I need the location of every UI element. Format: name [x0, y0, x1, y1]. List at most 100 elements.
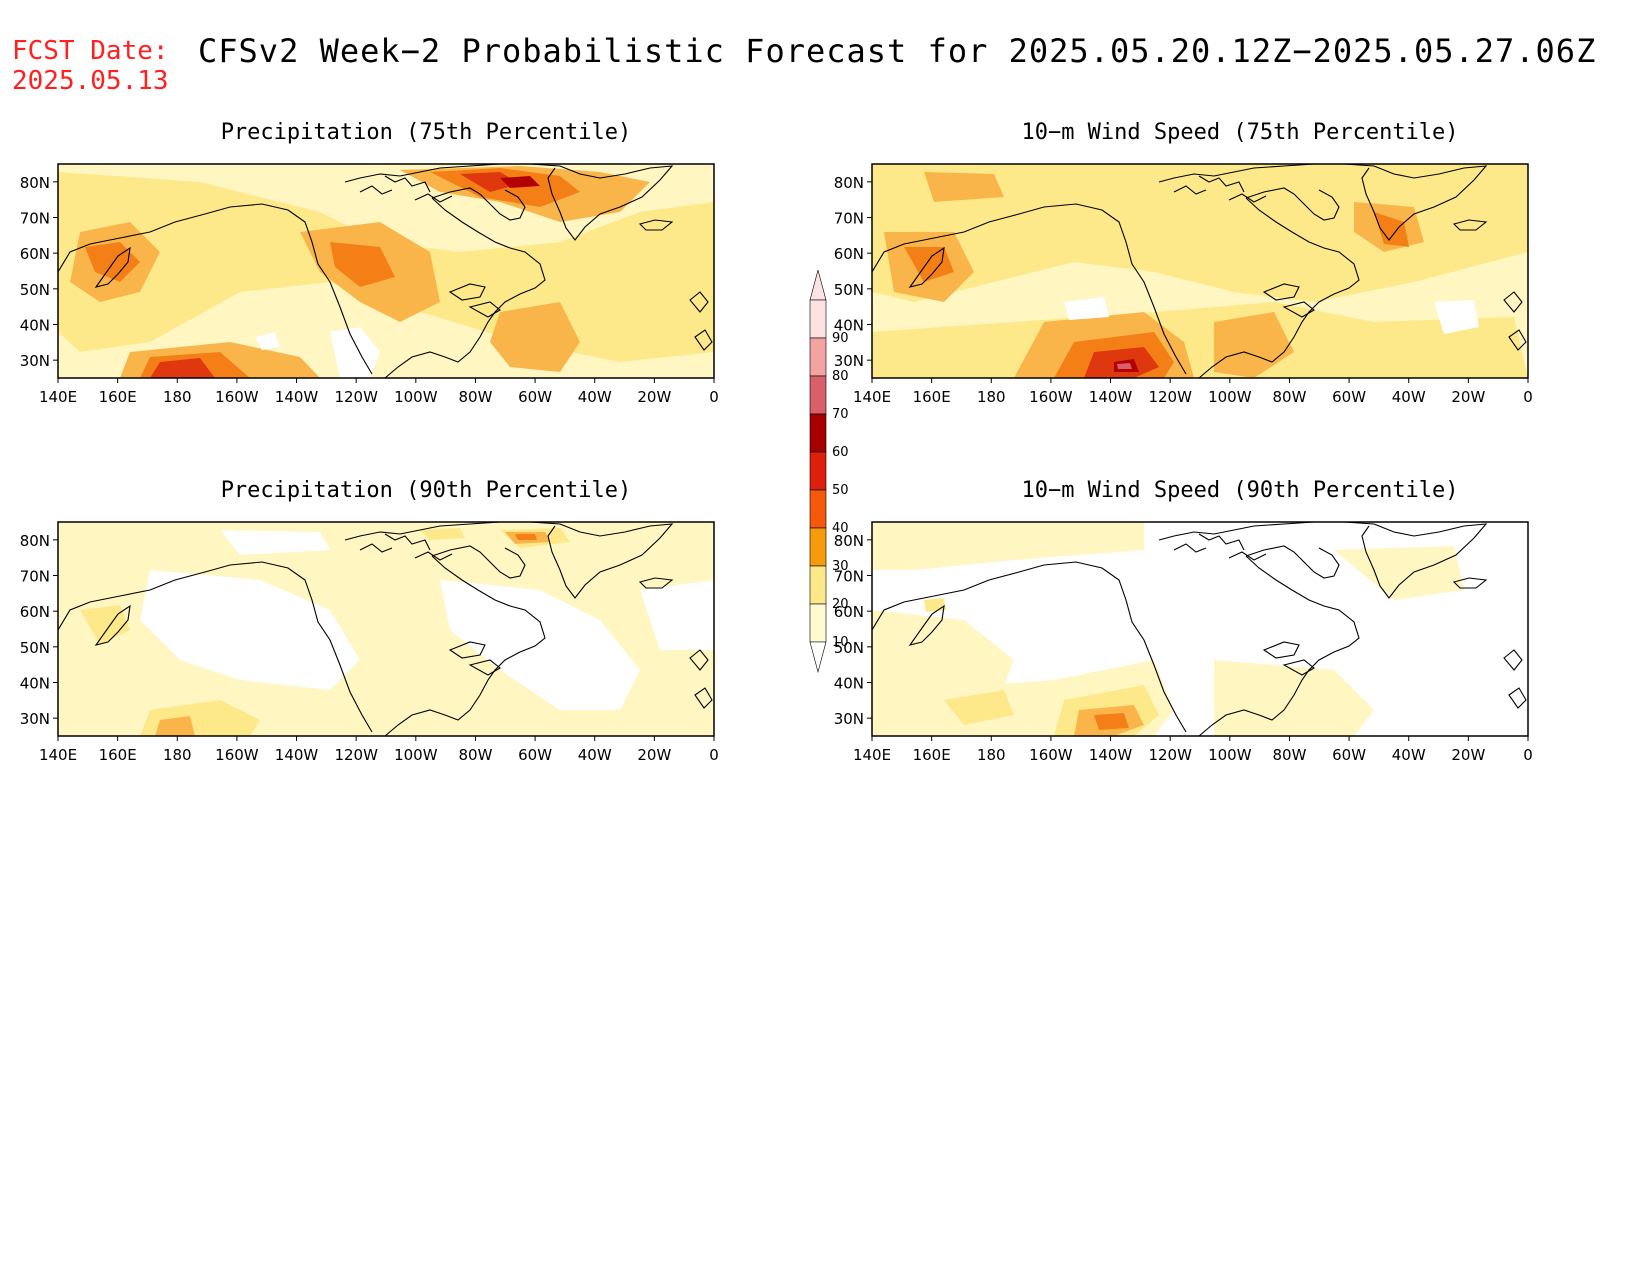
coastline [908, 246, 945, 288]
contour-region-c70 [1117, 363, 1132, 369]
lon-label: 100W [394, 746, 438, 764]
coastline [1452, 577, 1488, 589]
coastline [344, 522, 561, 541]
contour-region-c40 [515, 534, 537, 540]
lat-label: 60N [20, 603, 50, 621]
lon-label: 180 [163, 746, 192, 764]
contour-region-c10 [1334, 546, 1464, 600]
coastline [1361, 523, 1488, 599]
coastline [1262, 283, 1300, 301]
lat-label: 30N [20, 352, 50, 370]
main-title: CFSv2 Week−2 Probabilistic Forecast for … [198, 32, 1597, 70]
map-frame [871, 163, 1529, 379]
coastline [384, 533, 431, 551]
coastline [1198, 175, 1245, 193]
lat-label: 40N [834, 675, 864, 693]
panel-precip-75: Precipitation (75th Percentile) 80N 70N 60… [0, 120, 860, 430]
coastline [1158, 522, 1375, 541]
lon-label: 140W [1089, 746, 1133, 764]
lat-label: 70N [20, 568, 50, 586]
coastline [1452, 219, 1488, 231]
coastline [94, 246, 131, 288]
coastline [1508, 329, 1527, 351]
lat-label: 30N [20, 710, 50, 728]
coastline [359, 185, 393, 195]
colorbar-swatch [809, 451, 827, 491]
coastline [872, 203, 1187, 375]
lon-label: 140E [39, 746, 77, 764]
colorbar-label: 90 [832, 331, 849, 346]
lat-label: 80N [834, 174, 864, 192]
panel-title: Precipitation (90th Percentile) [220, 478, 632, 503]
lat-label: 30N [834, 710, 864, 728]
colorbar-label: 70 [832, 407, 849, 422]
lon-label: 160W [215, 388, 259, 406]
lon-label: 140E [853, 746, 891, 764]
lon-label: 0 [1523, 388, 1533, 406]
contour-region-c50 [460, 172, 520, 192]
coastline [1158, 164, 1375, 183]
panel-precip-90: Precipitation (90th Percentile) 80N 70N 60… [0, 478, 860, 788]
contour-region-c10 [1214, 660, 1374, 736]
lon-label: 180 [163, 388, 192, 406]
contour-region-c30 [924, 172, 1004, 202]
coastline [384, 555, 546, 736]
coastline [58, 203, 373, 375]
coastline [872, 561, 1187, 733]
colorbar-swatch [809, 299, 827, 339]
contour-region-c40 [85, 242, 140, 282]
contour-region-c50 [150, 358, 215, 378]
contour-region-c20 [924, 598, 946, 612]
coastline [1503, 291, 1523, 313]
colorbar-label: 20 [832, 597, 849, 612]
colorbar-label: 40 [832, 521, 849, 536]
panel-title: 10−m Wind Speed (90th Percentile) [1021, 478, 1459, 503]
colorbar-label: 50 [832, 483, 849, 498]
coastline [547, 165, 674, 241]
lat-label: 50N [20, 281, 50, 299]
coastline [414, 551, 453, 561]
coastline [344, 164, 561, 183]
coastline [908, 604, 945, 646]
lat-label: 80N [834, 532, 864, 550]
colorbar-label: 30 [832, 559, 849, 574]
coastline [384, 197, 546, 378]
coastline [689, 291, 709, 313]
contour-region-white [440, 580, 640, 710]
lon-label: 180 [977, 746, 1006, 764]
map-fill-layer [58, 164, 714, 378]
lon-label: 160W [215, 746, 259, 764]
lat-label: 80N [20, 532, 50, 550]
coastline [1282, 659, 1315, 676]
contour-region-white [140, 570, 360, 690]
coastline [689, 649, 709, 671]
lon-label: 140W [1089, 388, 1133, 406]
lat-label: 40N [834, 317, 864, 335]
lon-label: 160E [99, 388, 137, 406]
lon-label: 160W [1029, 746, 1073, 764]
contour-region-c20 [944, 690, 1014, 725]
colorbar-top-arrow [809, 270, 827, 301]
lat-label: 60N [20, 245, 50, 263]
coastline [1228, 193, 1267, 203]
lon-label: 100W [1208, 746, 1252, 764]
lon-label: 140E [39, 388, 77, 406]
coastline [638, 219, 674, 231]
lon-label: 20W [1451, 746, 1485, 764]
lon-label: 80W [1272, 388, 1306, 406]
contour-region-white [1064, 297, 1109, 320]
lon-label: 60W [518, 746, 552, 764]
coastline [1228, 551, 1267, 561]
contour-region-c20 [420, 528, 465, 540]
lon-label: 120W [334, 388, 378, 406]
contour-region-c40 [330, 242, 395, 287]
colorbar-label: 80 [832, 369, 849, 384]
map-precip75: 80N 70N 60N 50N 40N 30N 140E 160E 180 160W 140W 120… [20, 163, 719, 406]
lat-label: 40N [20, 317, 50, 335]
panel-title: Precipitation (75th Percentile) [220, 120, 632, 145]
lon-label: 40W [1392, 746, 1426, 764]
contour-region-c40 [904, 247, 954, 282]
fcst-date-label: FCST Date: [12, 36, 169, 66]
lon-label: 120W [334, 746, 378, 764]
colorbar-swatch [809, 603, 827, 643]
